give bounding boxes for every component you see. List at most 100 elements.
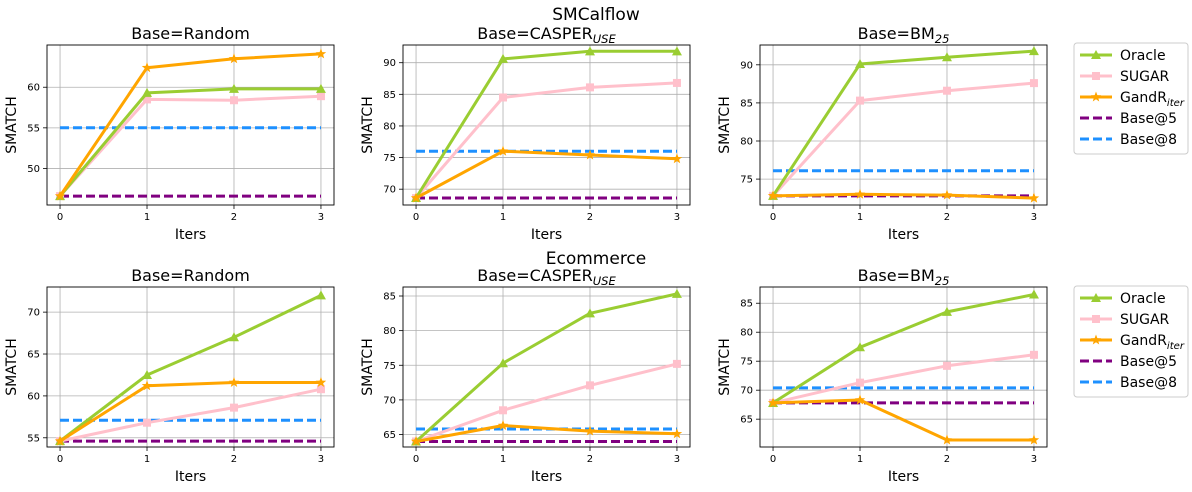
data-point-oracle <box>855 342 866 352</box>
y-tick-label: 60 <box>27 83 40 94</box>
data-point-sugar <box>585 83 594 92</box>
axes-frame <box>759 286 1048 448</box>
y-axis-label: SMATCH <box>360 338 376 396</box>
y-tick-label: 55 <box>27 433 40 444</box>
data-point-gandr <box>854 394 866 405</box>
data-point-oracle <box>855 59 866 69</box>
data-point-sugar <box>1029 350 1038 359</box>
x-tick-label: 2 <box>944 212 950 223</box>
data-point-gandr <box>584 425 596 436</box>
data-point-oracle <box>584 46 595 56</box>
x-tick-label: 0 <box>413 212 419 223</box>
chart-title-sub: USE <box>593 32 617 46</box>
data-point-gandr <box>767 190 779 201</box>
x-tick-label: 2 <box>231 212 237 223</box>
data-point-sugar <box>316 92 325 101</box>
y-tick-label: 80 <box>740 137 753 148</box>
x-tick-label: 3 <box>674 212 680 223</box>
data-point-sugar <box>229 403 238 412</box>
legend-label-3: Base@5 <box>1120 111 1177 127</box>
x-tick-label: 1 <box>857 212 863 223</box>
series-line-gandr <box>415 149 678 200</box>
legend-label-0: Oracle <box>1120 291 1166 307</box>
legend-label-0: Oracle <box>1120 48 1166 64</box>
chart-panel-4: 0 1 2 3 65 70 75 80 85 Iters SMATCH Base=CASPERUSE <box>360 266 691 485</box>
legend-label-2-sub: iter <box>1167 98 1185 109</box>
chart-title: Base=BM25 <box>858 266 950 288</box>
data-point-gandr <box>315 377 327 387</box>
series-line-oracle <box>58 87 321 198</box>
legend-label-2-main: GandR <box>1120 90 1167 106</box>
legend-box <box>1073 285 1189 398</box>
series-line-gandr <box>772 192 1035 200</box>
legend-label-3: Base@5 <box>1120 354 1177 370</box>
legend-label-4: Base@8 <box>1120 375 1177 391</box>
data-point-oracle <box>941 52 952 62</box>
data-point-gandr <box>854 188 866 199</box>
y-tick-label: 50 <box>27 164 40 175</box>
chart-title-main: Base=CASPER <box>477 24 593 43</box>
series-line-gandr <box>59 381 321 443</box>
data-point-sugar <box>229 96 238 105</box>
series-line-sugar <box>59 387 322 443</box>
x-axis-label: Iters <box>888 469 919 485</box>
legend-0: Oracle SUGAR GandRiter Base@5 Base@8 <box>1073 42 1189 155</box>
axes-frame <box>402 286 691 448</box>
axes-frame <box>46 44 335 206</box>
data-point-oracle <box>142 87 153 97</box>
data-point-gandr <box>671 428 683 439</box>
legend-label-4: Base@8 <box>1120 132 1177 148</box>
x-tick-label: 2 <box>231 454 237 465</box>
chart-panel-5: 0 1 2 3 65 70 75 80 85 Iters SMATCH Base=BM25 <box>717 266 1048 485</box>
data-point-gandr <box>497 145 509 156</box>
series-line-oracle <box>414 49 677 199</box>
data-point-gandr <box>1028 434 1040 445</box>
data-point-gandr <box>671 153 683 164</box>
series-line-gandr <box>58 52 322 197</box>
y-axis-label: SMATCH <box>717 96 733 154</box>
data-point-gandr <box>141 380 153 391</box>
y-tick-label: 90 <box>383 58 396 69</box>
data-point-sugar <box>143 95 152 104</box>
chart-title: Base=Random <box>131 266 250 285</box>
data-point-gandr <box>315 48 327 59</box>
data-point-gandr <box>228 377 240 387</box>
y-tick-label: 85 <box>740 98 753 109</box>
legend-label-1: SUGAR <box>1120 312 1170 328</box>
data-point-gandr <box>228 53 240 64</box>
data-point-sugar <box>316 385 325 394</box>
y-tick-label: 80 <box>383 326 396 337</box>
data-point-sugar <box>499 406 508 415</box>
chart-title: Base=CASPERUSE <box>477 24 616 46</box>
x-tick-label: 3 <box>1031 212 1037 223</box>
x-axis-label: Iters <box>531 227 562 243</box>
legend-label-2-sub: iter <box>1167 341 1185 352</box>
x-tick-label: 0 <box>770 212 776 223</box>
data-point-oracle <box>498 358 509 368</box>
legend-marker-2 <box>1090 334 1102 345</box>
legend-marker-1 <box>1092 72 1100 80</box>
data-point-sugar <box>1029 79 1038 88</box>
x-tick-label: 0 <box>770 454 776 465</box>
x-tick-label: 1 <box>144 212 150 223</box>
series-line-sugar <box>58 94 322 198</box>
data-point-gandr <box>497 420 509 430</box>
data-point-gandr <box>1028 192 1040 203</box>
y-tick-label: 90 <box>740 60 753 71</box>
y-tick-label: 85 <box>383 292 396 303</box>
x-tick-label: 3 <box>1031 454 1037 465</box>
legend-marker-0 <box>1091 293 1101 302</box>
chart-title-sub: USE <box>593 274 617 288</box>
legend-1: Oracle SUGAR GandRiter Base@5 Base@8 <box>1073 285 1189 398</box>
data-point-gandr <box>54 190 66 201</box>
y-axis-label: SMATCH <box>4 96 20 154</box>
y-tick-label: 80 <box>740 328 753 339</box>
data-point-oracle <box>315 83 326 93</box>
chart-panel-0: 0 1 2 3 50 55 60 Iters SMATCH Base=Random <box>4 24 335 243</box>
series-line-sugar <box>771 81 1035 197</box>
x-tick-label: 2 <box>587 454 593 465</box>
y-tick-label: 70 <box>27 308 40 319</box>
data-point-gandr <box>54 435 66 446</box>
